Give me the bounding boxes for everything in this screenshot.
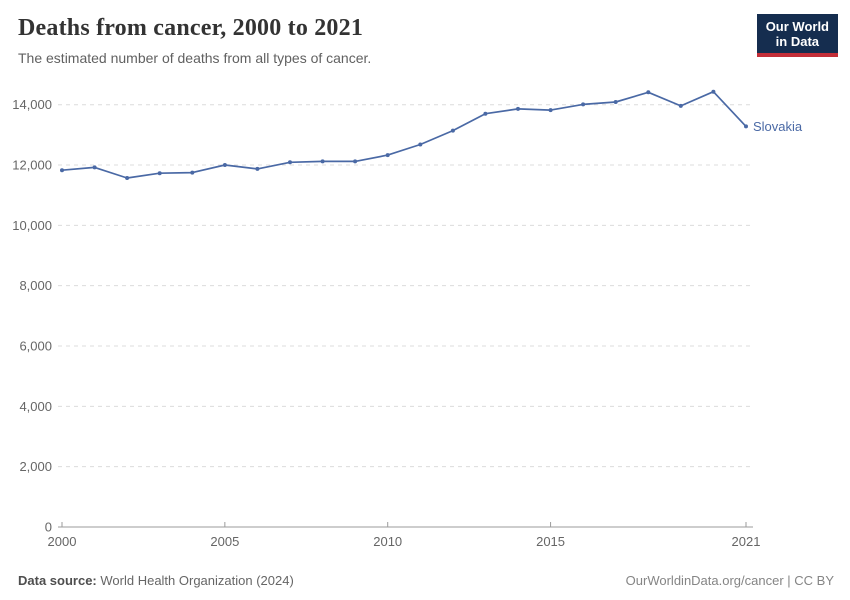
y-axis-tick-label: 14,000 [12,97,52,112]
data-point[interactable] [744,124,748,129]
y-axis-tick-label: 10,000 [12,218,52,233]
x-axis-tick-label: 2000 [48,534,77,549]
data-point[interactable] [516,106,520,111]
x-axis-tick-label: 2005 [210,534,239,549]
data-point[interactable] [385,153,390,158]
y-axis-tick-label: 2,000 [19,459,52,474]
data-point[interactable] [157,171,162,176]
chart-header: Deaths from cancer, 2000 to 2021 The est… [0,0,850,67]
data-point[interactable] [646,90,651,95]
data-point[interactable] [255,166,260,171]
data-source: Data source: World Health Organization (… [18,573,294,588]
y-axis-tick-label: 8,000 [19,278,52,293]
data-point[interactable] [190,170,195,175]
logo-text-line1: Our World [765,19,829,34]
data-source-text: World Health Organization (2024) [100,573,294,588]
data-point[interactable] [613,100,618,104]
y-axis-tick-label: 12,000 [12,158,52,173]
y-axis-tick-label: 6,000 [19,339,52,354]
page-title: Deaths from cancer, 2000 to 2021 [18,15,364,41]
data-point[interactable] [222,163,227,167]
data-point[interactable] [60,168,64,173]
data-point[interactable] [678,103,683,108]
data-point[interactable] [418,142,423,147]
chart-subtitle: The estimated number of deaths from all … [18,50,372,66]
series-label-slovakia[interactable]: Slovakia [753,119,803,134]
x-axis-tick-label: 2021 [732,534,761,549]
data-point[interactable] [353,159,358,164]
data-point[interactable] [548,108,553,113]
y-axis-tick-label: 0 [45,520,52,535]
chart-footer: Data source: World Health Organization (… [18,573,834,588]
data-point[interactable] [483,111,488,116]
x-axis-tick-label: 2015 [536,534,565,549]
data-point[interactable] [320,159,325,164]
data-point[interactable] [581,102,586,107]
attribution-link[interactable]: OurWorldinData.org/cancer | CC BY [625,573,834,588]
logo-text-line2: in Data [775,34,820,49]
owid-logo[interactable]: Our World in Data [756,14,838,57]
data-point[interactable] [450,128,455,133]
data-point[interactable] [288,160,292,165]
data-point[interactable] [711,89,716,94]
chart-svg: 0 2,000 4,000 6,000 8,000 10,000 12,000 14,000 2… [12,89,803,549]
data-point[interactable] [125,176,130,180]
data-source-label: Data source: [18,573,97,588]
data-point[interactable] [92,165,97,170]
y-axis-tick-label: 4,000 [19,399,52,414]
x-axis-tick-label: 2010 [373,534,402,549]
slovakia-line[interactable] [61,90,747,179]
